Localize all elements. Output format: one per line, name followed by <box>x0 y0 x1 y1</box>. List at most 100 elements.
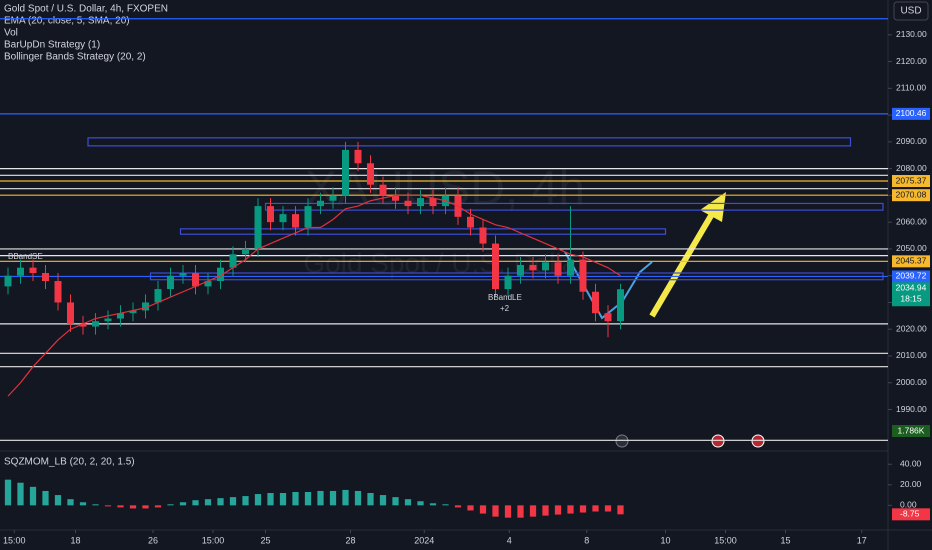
candle-body <box>342 149 349 196</box>
momentum-bar <box>17 482 24 506</box>
momentum-bar <box>529 505 537 517</box>
momentum-bar <box>567 505 574 514</box>
candle-body <box>229 254 237 268</box>
momentum-current: -8.75 <box>900 509 920 519</box>
drawn-arrow <box>649 212 715 318</box>
momentum-bar <box>104 505 112 507</box>
event-icon[interactable] <box>615 434 629 448</box>
price-label-bg <box>892 255 930 268</box>
momentum-bar <box>554 505 562 515</box>
momentum-bar <box>467 505 474 511</box>
momentum-bar <box>304 491 312 506</box>
momentum-bar <box>4 479 12 506</box>
momentum-bar <box>167 504 174 506</box>
current-price: 2034.94 <box>896 282 927 292</box>
momentum-bar <box>67 499 74 506</box>
candle-body <box>429 198 437 207</box>
volume-label: 1.786K <box>898 425 925 435</box>
price-label-bg <box>892 107 930 120</box>
momentum-bar <box>429 503 437 506</box>
y-tick-label: 2130.00 <box>896 29 927 39</box>
candle-body <box>167 275 174 290</box>
momentum-bar <box>579 505 587 513</box>
currency[interactable]: USD <box>900 6 921 17</box>
momentum-bar <box>129 505 137 509</box>
x-tick-label: 4 <box>507 535 512 545</box>
candle-body <box>604 313 612 322</box>
momentum-bar <box>492 505 499 517</box>
candle-body <box>292 214 299 228</box>
x-tick-label: 17 <box>857 535 867 545</box>
candle-body <box>29 267 37 274</box>
candle-body <box>279 214 287 223</box>
indicator: Bollinger Bands Strategy (20, 2) <box>4 52 146 63</box>
x-tick-label: 15:00 <box>202 535 225 545</box>
momentum-bar <box>517 505 524 518</box>
candle-body <box>104 318 112 322</box>
candle-body <box>204 281 212 287</box>
momentum-bar <box>354 490 362 506</box>
momentum-bar <box>404 499 412 506</box>
candle-body <box>54 281 62 303</box>
x-tick-label: 25 <box>260 535 270 545</box>
momentum-bar <box>204 499 212 506</box>
event-icon[interactable] <box>711 434 725 448</box>
momentum-bar <box>479 505 487 514</box>
annotation: BBandSE <box>8 252 43 261</box>
x-tick-label: 8 <box>584 535 589 545</box>
momentum-bar <box>504 505 512 518</box>
momentum-bar <box>292 491 299 506</box>
momentum-bar <box>367 493 374 506</box>
countdown: 18:15 <box>900 293 922 303</box>
ema-line <box>7 194 621 397</box>
annotation: +2 <box>500 304 510 313</box>
momentum-bar <box>229 497 237 506</box>
candle-body <box>17 267 24 276</box>
momentum-tick-label: 20.00 <box>900 479 922 489</box>
price-label-bg <box>892 189 930 202</box>
x-tick-label: 15:00 <box>3 535 26 545</box>
momentum-bar <box>242 496 249 506</box>
candle-body <box>354 149 362 164</box>
y-tick-label: 1990.00 <box>896 404 927 414</box>
momentum-bar <box>329 490 337 506</box>
price-label: 2045.37 <box>896 256 927 266</box>
candle-body <box>92 321 99 327</box>
momentum-bar <box>254 494 262 506</box>
price-label-bg <box>892 270 930 283</box>
candle-body <box>129 310 137 314</box>
momentum-bar <box>42 490 49 506</box>
momentum-bar <box>604 505 612 512</box>
candle-body <box>117 313 124 319</box>
candle-body <box>217 267 224 282</box>
price-label-bg <box>892 175 930 188</box>
x-tick-label: 2024 <box>414 535 434 545</box>
currency-button[interactable] <box>893 1 929 21</box>
y-tick-label: 2060.00 <box>896 216 927 226</box>
momentum-bar <box>317 490 324 506</box>
momentum-bar <box>179 502 187 506</box>
y-tick-label: 2010.00 <box>896 350 927 360</box>
candle-body <box>542 262 549 271</box>
price-label: 2100.46 <box>896 108 927 118</box>
momentum-bar <box>117 505 124 508</box>
candle-body <box>242 248 249 255</box>
candle-body <box>567 259 574 276</box>
candle-body <box>517 264 524 276</box>
y-tick-label: 2090.00 <box>896 136 927 146</box>
momentum-bar <box>279 493 287 506</box>
candle-body <box>267 206 274 223</box>
drawn-arrow-head <box>700 192 726 222</box>
indicator: EMA (20, close, 5, SMA, 20) <box>4 16 130 27</box>
x-tick-label: 28 <box>345 535 355 545</box>
y-tick-label: 2080.00 <box>896 163 927 173</box>
candle-body <box>304 206 312 228</box>
momentum-bar <box>417 501 424 506</box>
candle-body <box>329 195 337 201</box>
candle-body <box>417 198 424 207</box>
event-icon[interactable] <box>751 434 765 448</box>
candle-body <box>179 273 187 276</box>
